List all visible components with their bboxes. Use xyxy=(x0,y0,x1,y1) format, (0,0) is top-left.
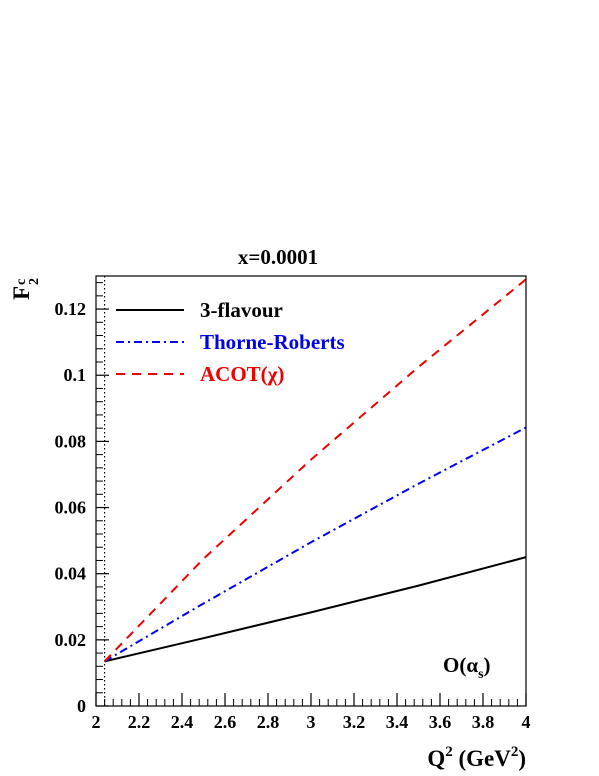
legend-label-acot: ACOT(χ) xyxy=(200,362,284,386)
x-axis-label-sup: 2 xyxy=(445,744,453,760)
legend: 3-flavour Thorne-Roberts ACOT(χ) xyxy=(116,298,345,386)
order-annotation-sub: s xyxy=(478,667,484,682)
order-annotation-main: O(α xyxy=(443,653,478,677)
x-tick-label: 3 xyxy=(307,712,316,732)
x-tick-label: 3.2 xyxy=(343,712,366,732)
x-tick-label: 3.8 xyxy=(472,712,495,732)
y-axis-label-sub: 2 xyxy=(27,278,42,285)
ticks-layer: 2 2.2 2.4 2.6 2.8 3 3.2 3.4 3.6 3.8 4 0 0.02 0.04 0.06… xyxy=(55,282,531,732)
legend-label-3-flavour: 3-flavour xyxy=(200,298,283,322)
chart-title: x=0.0001 xyxy=(238,245,318,269)
y-tick-label: 0.06 xyxy=(55,498,87,518)
y-tick-label: 0.1 xyxy=(64,365,87,385)
y-tick-label: 0.08 xyxy=(55,431,87,451)
order-annotation: O(αs) xyxy=(443,653,491,682)
y-axis-label-sup: c xyxy=(14,279,29,285)
series-line-acot xyxy=(103,278,527,663)
x-tick-label: 2.2 xyxy=(128,712,151,732)
x-tick-label: 4 xyxy=(522,712,531,732)
series-layer xyxy=(103,278,527,663)
legend-label-thorne-roberts: Thorne-Roberts xyxy=(200,330,345,354)
x-tick-label: 2.8 xyxy=(257,712,280,732)
y-tick-label: 0.12 xyxy=(55,299,87,319)
y-tick-label: 0.04 xyxy=(55,564,87,584)
order-annotation-close: ) xyxy=(484,653,491,677)
x-axis-label-unit-close: ) xyxy=(518,746,526,771)
plot-frame xyxy=(95,275,527,707)
x-axis-label: Q2 (GeV2) xyxy=(427,744,526,771)
x-axis-label-unit-open: (GeV xyxy=(453,746,512,771)
x-tick-label: 3.4 xyxy=(386,712,409,732)
x-axis-label-main: Q xyxy=(427,746,445,771)
y-tick-label: 0.02 xyxy=(55,630,87,650)
y-tick-label: 0 xyxy=(77,696,86,716)
series-line-3-flavour xyxy=(104,556,527,663)
x-tick-label: 2 xyxy=(92,712,101,732)
x-tick-label: 2.4 xyxy=(171,712,194,732)
svg-text:F: F xyxy=(9,286,34,300)
series-line-thorne-roberts xyxy=(104,426,527,663)
y-axis-label: F c 2 xyxy=(9,278,42,300)
x-tick-label: 2.6 xyxy=(214,712,237,732)
x-tick-label: 3.6 xyxy=(429,712,452,732)
y-axis-label-main: F xyxy=(9,286,34,300)
x-axis-label-unit-sup: 2 xyxy=(511,744,519,760)
